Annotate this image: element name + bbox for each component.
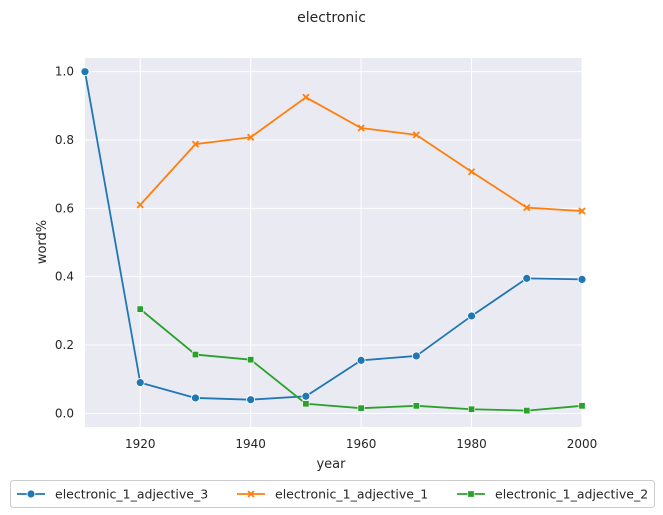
- data-point: [522, 273, 532, 283]
- data-point: [412, 402, 420, 410]
- x-tick-label: 1980: [456, 437, 487, 451]
- data-point: [577, 274, 587, 284]
- series-line: [84, 71, 583, 401]
- chart-title: electronic: [297, 10, 366, 26]
- data-point: [191, 393, 200, 403]
- y-tick-label: 0.6: [55, 201, 74, 215]
- data-point: [136, 305, 144, 313]
- legend-item: electronic_1_adjective_3: [17, 487, 208, 502]
- x-tick-label: 1960: [346, 437, 377, 451]
- series-electronic_1_adjective_2: [136, 305, 586, 415]
- x-tick-label: 2000: [567, 437, 598, 451]
- data-point: [467, 168, 476, 176]
- data-point: [191, 351, 199, 359]
- x-tick-label: 1920: [125, 437, 156, 451]
- plot-area: [85, 58, 582, 427]
- data-point: [467, 311, 476, 321]
- y-axis-ticks: 0.0 0.2 0.4 0.6 0.8 1.0: [55, 65, 74, 421]
- data-point: [301, 391, 311, 401]
- data-point: [578, 402, 586, 410]
- y-tick-label: 0.2: [55, 338, 74, 352]
- data-point: [357, 404, 365, 412]
- x-axis-ticks: 1920 1940 1960 1980 2000: [125, 437, 597, 451]
- series-layer: [80, 67, 587, 415]
- legend-label: electronic_1_adjective_2: [495, 487, 648, 502]
- legend-marker: [26, 489, 36, 499]
- data-point: [523, 204, 531, 212]
- legend-marker: [467, 490, 475, 498]
- data-point: [523, 407, 531, 415]
- data-point: [356, 355, 366, 365]
- data-point: [246, 395, 256, 405]
- data-point: [135, 378, 145, 387]
- legend-marker: [247, 490, 255, 498]
- data-point: [412, 131, 420, 139]
- data-point: [80, 67, 90, 77]
- x-axis-label: year: [316, 457, 346, 472]
- data-point: [468, 405, 476, 413]
- legend-items: electronic_1_adjective_3 electronic_1_adj…: [17, 487, 648, 502]
- y-tick-label: 0.0: [55, 406, 74, 420]
- data-point: [247, 133, 255, 141]
- legend-label: electronic_1_adjective_3: [55, 487, 208, 502]
- legend-item: electronic_1_adjective_1: [237, 487, 428, 502]
- data-point: [411, 351, 421, 361]
- x-tick-label: 1940: [235, 437, 266, 451]
- series-electronic_1_adjective_1: [136, 93, 586, 215]
- data-point: [191, 140, 200, 148]
- data-point: [247, 356, 255, 364]
- y-tick-label: 1.0: [55, 65, 74, 79]
- legend-frame: [10, 480, 655, 508]
- series-electronic_1_adjective_3: [80, 67, 587, 405]
- legend: electronic_1_adjective_3 electronic_1_adj…: [10, 480, 655, 508]
- data-point: [136, 201, 144, 209]
- legend-label: electronic_1_adjective_1: [275, 487, 428, 502]
- legend-item: electronic_1_adjective_2: [457, 487, 648, 502]
- grid: [85, 58, 583, 427]
- data-point: [578, 207, 586, 215]
- y-tick-label: 0.4: [55, 270, 74, 284]
- data-point: [302, 400, 310, 408]
- y-tick-label: 0.8: [55, 133, 74, 147]
- data-point: [302, 93, 310, 101]
- data-point: [357, 124, 365, 132]
- y-axis-label: word%: [35, 220, 50, 264]
